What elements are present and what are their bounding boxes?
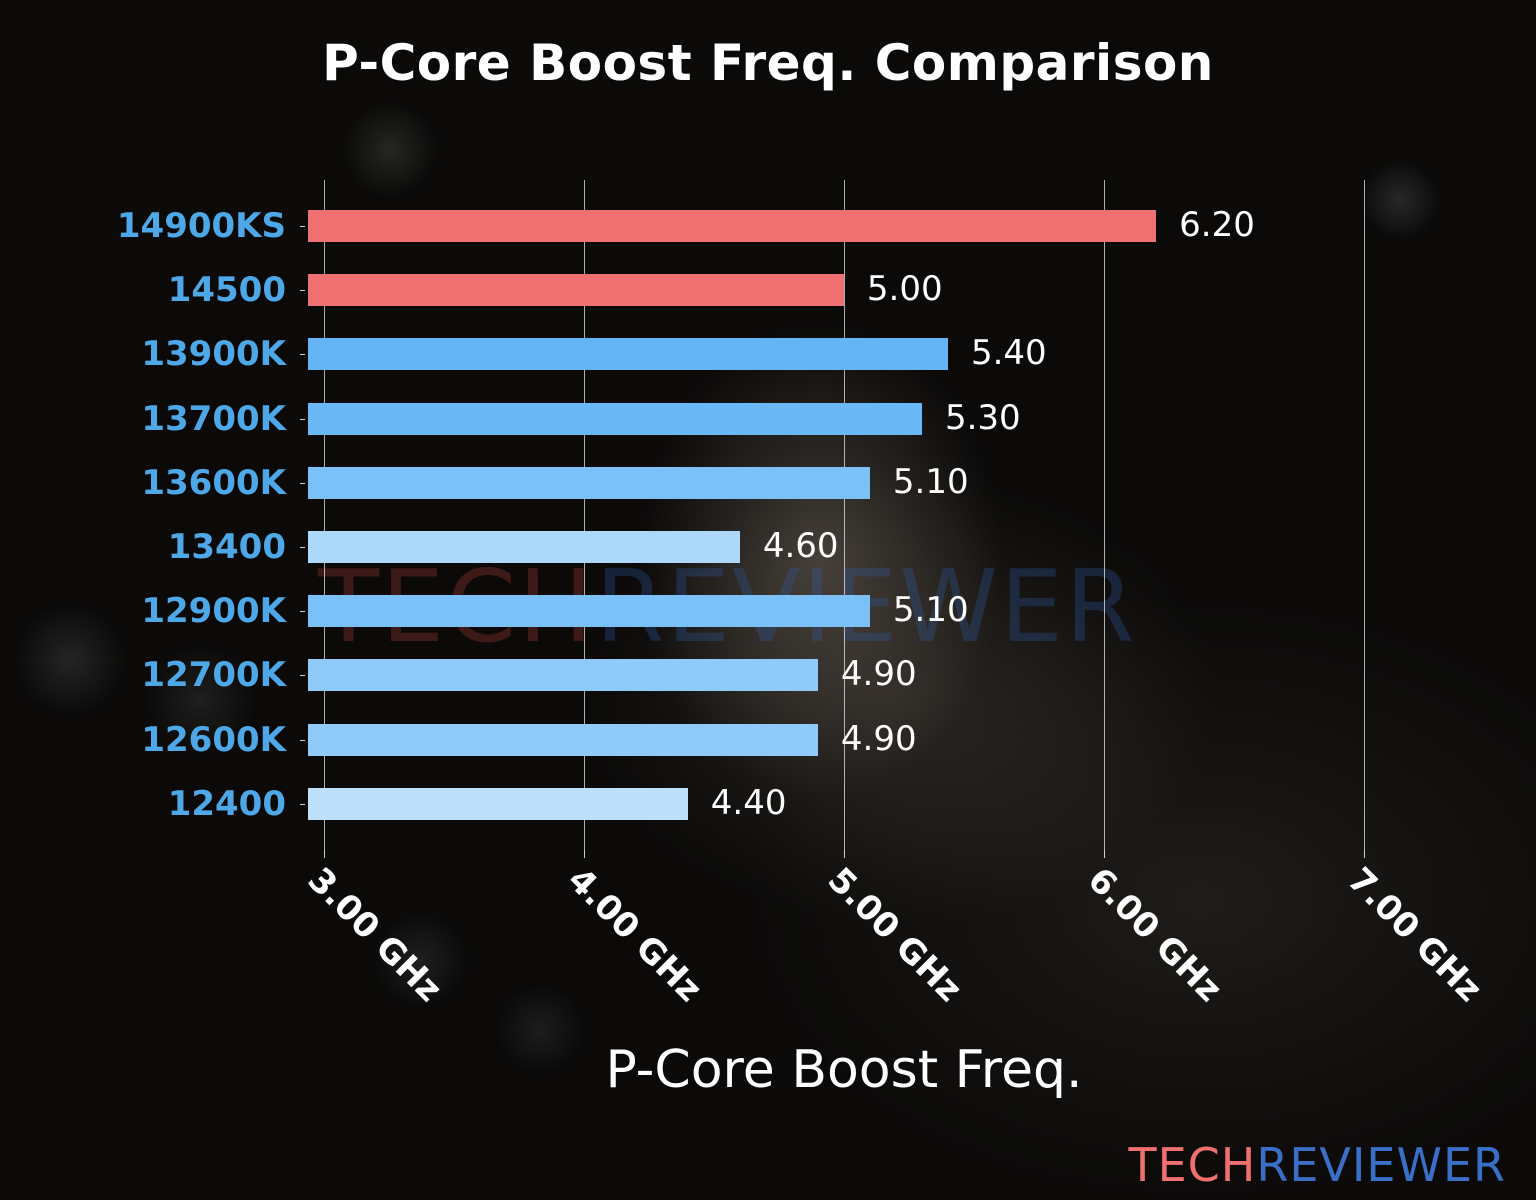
bar	[307, 787, 688, 820]
value-label: 5.10	[892, 590, 969, 631]
gridline	[323, 180, 325, 850]
category-label: 12400	[167, 783, 286, 824]
x-tick-label: 3.00 GHz	[299, 860, 450, 1010]
value-label: 5.10	[892, 461, 969, 502]
gridline	[1104, 180, 1106, 850]
category-label: 14900KS	[116, 206, 286, 246]
x-tick-mark	[1104, 850, 1106, 858]
category-label: 13700K	[141, 398, 286, 439]
x-tick-label: 7.00 GHz	[1340, 860, 1490, 1010]
y-tick-mark	[300, 290, 305, 292]
bar	[307, 466, 870, 499]
value-label: 4.40	[710, 782, 787, 823]
y-tick-mark	[300, 803, 305, 805]
brand-logo: TECHREVIEWER	[1128, 1138, 1506, 1192]
category-label: 13900K	[141, 334, 286, 375]
category-label: 12600K	[141, 719, 286, 760]
category-label: 13600K	[141, 462, 286, 503]
y-tick-mark	[300, 611, 305, 613]
y-tick-mark	[300, 354, 305, 356]
value-label: 4.90	[840, 654, 917, 695]
x-tick-mark	[1364, 850, 1366, 858]
category-label: 14500	[167, 270, 286, 311]
category-label: 12900K	[141, 591, 286, 632]
value-label: 5.30	[944, 397, 1021, 438]
bar	[307, 338, 948, 371]
bar	[307, 531, 740, 563]
x-axis-label: P-Core Boost Freq.	[605, 1040, 1083, 1100]
value-label: 4.90	[840, 718, 917, 759]
x-tick-mark	[843, 850, 845, 858]
value-label: 5.00	[866, 269, 943, 310]
bar	[307, 402, 922, 435]
gridline	[583, 180, 585, 850]
x-tick-mark	[583, 850, 585, 858]
category-label: 12700K	[141, 655, 286, 696]
x-tick-mark	[323, 850, 325, 858]
y-tick-mark	[300, 739, 305, 741]
x-tick-label: 6.00 GHz	[1079, 860, 1230, 1010]
bar	[307, 210, 1157, 242]
value-label: 6.20	[1179, 205, 1255, 245]
x-tick-label: 4.00 GHz	[559, 860, 710, 1010]
value-label: 5.40	[970, 333, 1047, 374]
bar	[307, 274, 844, 307]
value-label: 4.60	[762, 526, 839, 566]
bar	[307, 659, 818, 692]
bar	[307, 595, 870, 628]
y-tick-mark	[300, 547, 305, 548]
chart-title: P-Core Boost Freq. Comparison	[322, 34, 1214, 92]
y-tick-mark	[300, 482, 305, 484]
gridline	[843, 180, 845, 850]
y-tick-mark	[300, 226, 305, 227]
category-label: 13400	[167, 527, 286, 567]
y-tick-mark	[300, 418, 305, 420]
x-tick-label: 5.00 GHz	[819, 860, 970, 1010]
bar	[307, 723, 818, 756]
y-tick-mark	[300, 675, 305, 677]
gridline	[1364, 180, 1366, 850]
